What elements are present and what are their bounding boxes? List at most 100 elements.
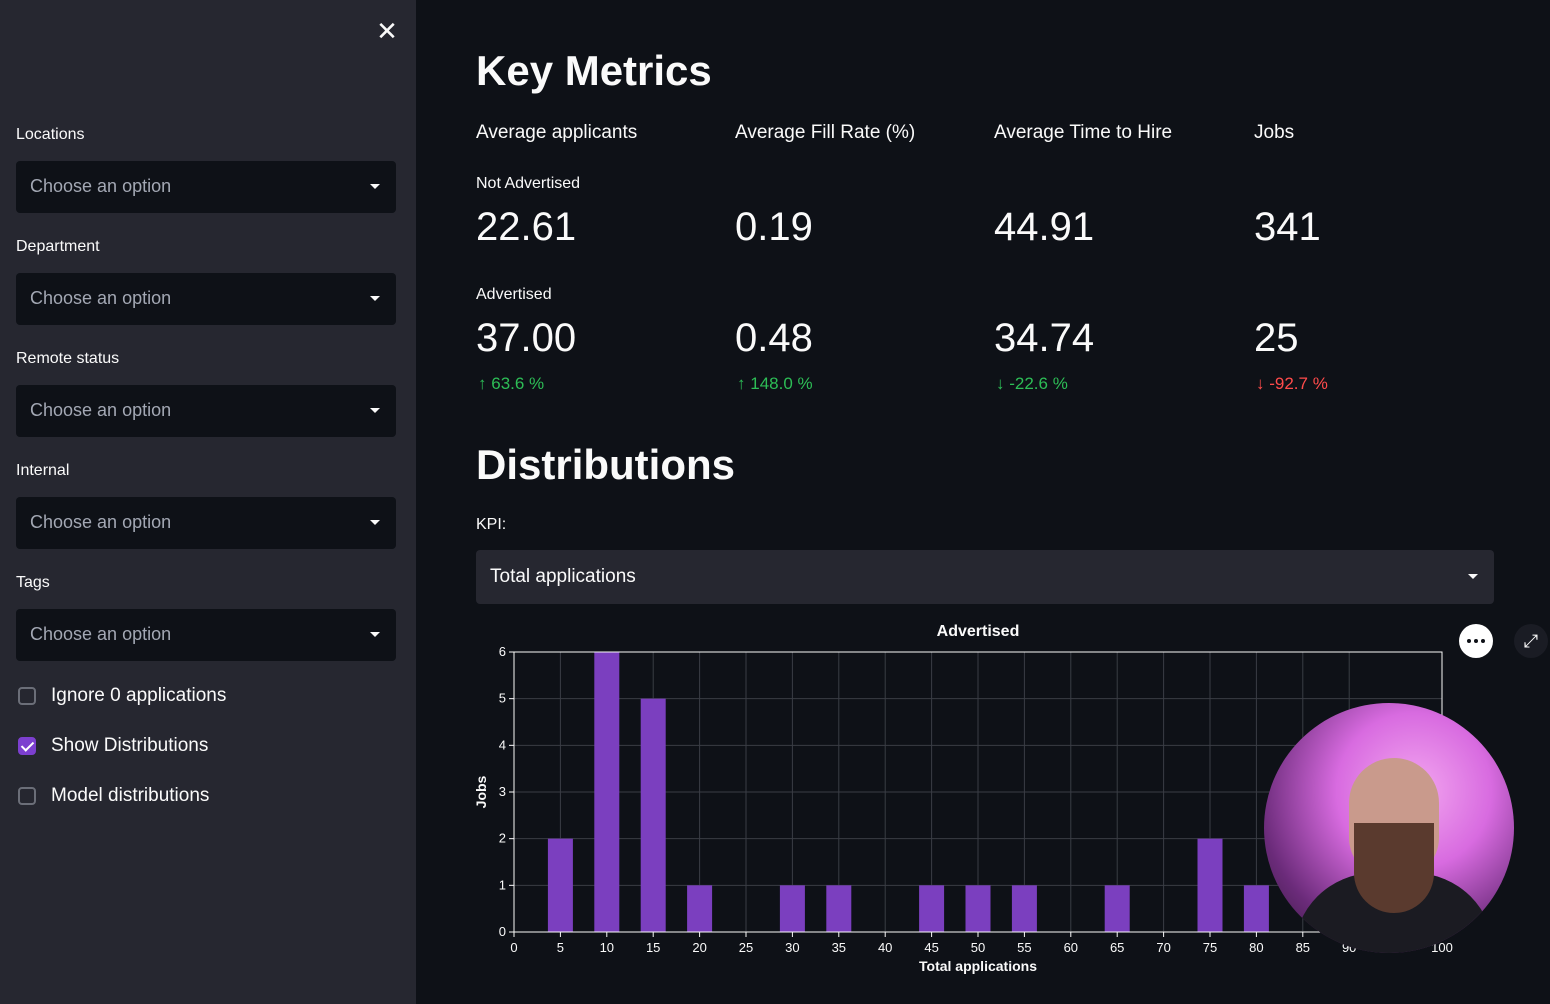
metric-na-applicants: 22.61 <box>476 205 577 249</box>
bar-20 <box>687 885 713 932</box>
chart-menu-button[interactable] <box>1459 624 1493 658</box>
checkbox-unchecked-icon[interactable] <box>18 687 36 705</box>
internal-placeholder: Choose an option <box>30 512 172 532</box>
metric-na-fill-rate: 0.19 <box>735 205 813 249</box>
delta-time-to-hire: ↓ -22.6 % <box>996 374 1068 394</box>
bar-55 <box>1011 885 1037 932</box>
x-tick-label: 10 <box>600 940 614 955</box>
y-tick-label: 4 <box>499 737 506 752</box>
metric-ad-fill-rate: 0.48 <box>735 316 813 360</box>
delta-applicants: ↑ 63.6 % <box>478 374 544 394</box>
bar-50 <box>965 885 991 932</box>
more-dots-icon <box>1481 639 1485 643</box>
bar-65 <box>1104 885 1130 932</box>
x-tick-label: 25 <box>739 940 753 955</box>
internal-label: Internal <box>16 462 70 479</box>
col-jobs: Jobs <box>1254 122 1295 143</box>
y-axis-label: Jobs <box>473 775 489 808</box>
main-content: Key Metrics Average applicants Average F… <box>416 0 1550 1004</box>
bar-15 <box>640 698 666 932</box>
arrow-down-icon: ↓ <box>996 374 1005 393</box>
metric-na-time-to-hire: 44.91 <box>994 205 1095 249</box>
delta-jobs-value: -92.7 % <box>1269 374 1328 393</box>
x-tick-label: 40 <box>878 940 892 955</box>
tags-placeholder: Choose an option <box>30 624 172 644</box>
y-tick-label: 0 <box>499 924 506 939</box>
department-placeholder: Choose an option <box>30 288 172 308</box>
delta-applicants-value: 63.6 % <box>491 374 545 393</box>
webcam-overlay <box>1264 703 1514 953</box>
chevron-down-icon <box>1468 574 1478 579</box>
chevron-down-icon <box>370 520 380 525</box>
bar-75 <box>1197 838 1223 932</box>
x-tick-label: 35 <box>832 940 846 955</box>
x-tick-label: 50 <box>971 940 985 955</box>
more-dots-icon <box>1467 639 1471 643</box>
close-icon[interactable]: ✕ <box>376 16 398 46</box>
chart-title: Advertised <box>937 623 1020 640</box>
x-tick-label: 65 <box>1110 940 1124 955</box>
department-label: Department <box>16 238 100 255</box>
x-tick-label: 30 <box>785 940 799 955</box>
y-tick-label: 1 <box>499 877 506 892</box>
bar-80 <box>1243 885 1269 932</box>
bar-35 <box>826 885 852 932</box>
chevron-down-icon <box>370 184 380 189</box>
bar-5 <box>547 838 573 932</box>
arrow-up-icon: ↑ <box>478 374 487 393</box>
distributions-title: Distributions <box>476 441 735 488</box>
bar-30 <box>779 885 805 932</box>
delta-jobs: ↓ -92.7 % <box>1256 374 1328 394</box>
checkbox-unchecked-icon[interactable] <box>18 787 36 805</box>
more-dots-icon <box>1474 639 1478 643</box>
webcam-beard <box>1354 823 1434 913</box>
department-select[interactable]: Choose an option <box>16 273 396 325</box>
arrow-down-icon: ↓ <box>1256 374 1265 393</box>
x-tick-label: 20 <box>692 940 706 955</box>
locations-select[interactable]: Choose an option <box>16 161 396 213</box>
chevron-down-icon <box>370 632 380 637</box>
x-tick-label: 45 <box>924 940 938 955</box>
locations-label: Locations <box>16 126 85 143</box>
x-tick-label: 55 <box>1017 940 1031 955</box>
x-tick-label: 75 <box>1203 940 1217 955</box>
y-tick-label: 3 <box>499 784 506 799</box>
page-title: Key Metrics <box>476 47 712 94</box>
tags-select[interactable]: Choose an option <box>16 609 396 661</box>
arrow-up-icon: ↑ <box>737 374 746 393</box>
col-average-fill-rate: Average Fill Rate (%) <box>735 122 916 143</box>
metric-na-jobs: 341 <box>1254 205 1321 249</box>
tags-label: Tags <box>16 574 50 591</box>
kpi-label: KPI: <box>476 516 507 533</box>
y-tick-label: 6 <box>499 644 506 659</box>
chevron-down-icon <box>370 408 380 413</box>
y-tick-label: 2 <box>499 831 506 846</box>
advertised-label: Advertised <box>476 286 552 303</box>
x-tick-label: 5 <box>557 940 564 955</box>
kpi-select[interactable]: Total applications <box>476 550 1494 604</box>
col-average-time-to-hire: Average Time to Hire <box>994 122 1173 143</box>
delta-fill-rate: ↑ 148.0 % <box>737 374 813 394</box>
delta-time-to-hire-value: -22.6 % <box>1009 374 1068 393</box>
kpi-select-value: Total applications <box>490 566 636 587</box>
locations-placeholder: Choose an option <box>30 176 172 196</box>
x-tick-label: 70 <box>1156 940 1170 955</box>
metric-ad-time-to-hire: 34.74 <box>994 316 1095 360</box>
show-distributions-label: Show Distributions <box>51 735 209 756</box>
expand-icon[interactable]: ⤢ <box>1514 624 1548 658</box>
metric-ad-applicants: 37.00 <box>476 316 577 360</box>
internal-select[interactable]: Choose an option <box>16 497 396 549</box>
delta-fill-rate-value: 148.0 % <box>750 374 813 393</box>
bar-45 <box>919 885 945 932</box>
remote-status-placeholder: Choose an option <box>30 400 172 420</box>
metric-ad-jobs: 25 <box>1254 316 1299 360</box>
checkbox-checked-icon[interactable] <box>18 737 36 755</box>
bar-10 <box>594 652 620 932</box>
remote-status-select[interactable]: Choose an option <box>16 385 396 437</box>
ignore-zero-label: Ignore 0 applications <box>51 685 227 706</box>
x-axis-label: Total applications <box>919 958 1037 974</box>
chevron-down-icon <box>370 296 380 301</box>
sidebar: ✕ Locations Choose an option Department … <box>0 0 416 1004</box>
model-distributions-label: Model distributions <box>51 785 210 806</box>
